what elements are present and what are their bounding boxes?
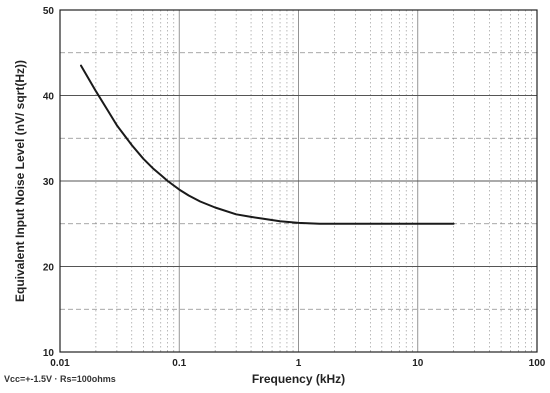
plot-frame xyxy=(59,9,538,353)
x-tick-label: 0.01 xyxy=(50,358,70,369)
y-tick-label: 20 xyxy=(43,263,55,274)
series-layer xyxy=(80,64,455,225)
y-tick-label: 50 xyxy=(43,6,55,17)
y-tick-label: 40 xyxy=(43,92,55,103)
x-tick-label: 0.1 xyxy=(172,358,186,369)
y-axis-label: Equivalent Input Noise Level (nV/ sqrt(H… xyxy=(13,60,27,302)
tick-labels: 0.01 0.1 1 10 100 10 20 30 40 50 xyxy=(43,6,546,369)
y-tick-label: 30 xyxy=(43,177,55,188)
x-tick-label: 10 xyxy=(412,358,424,369)
x-tick-label: 100 xyxy=(529,358,546,369)
y-tick-label: 10 xyxy=(43,348,55,359)
grid-lines xyxy=(59,9,537,353)
noise-curve xyxy=(80,64,455,225)
x-axis-label: Frequency (kHz) xyxy=(252,372,345,386)
x-tick-label: 1 xyxy=(296,358,302,369)
test-conditions-note: Vcc=+-1.5V · Rs=100ohms xyxy=(4,374,116,384)
